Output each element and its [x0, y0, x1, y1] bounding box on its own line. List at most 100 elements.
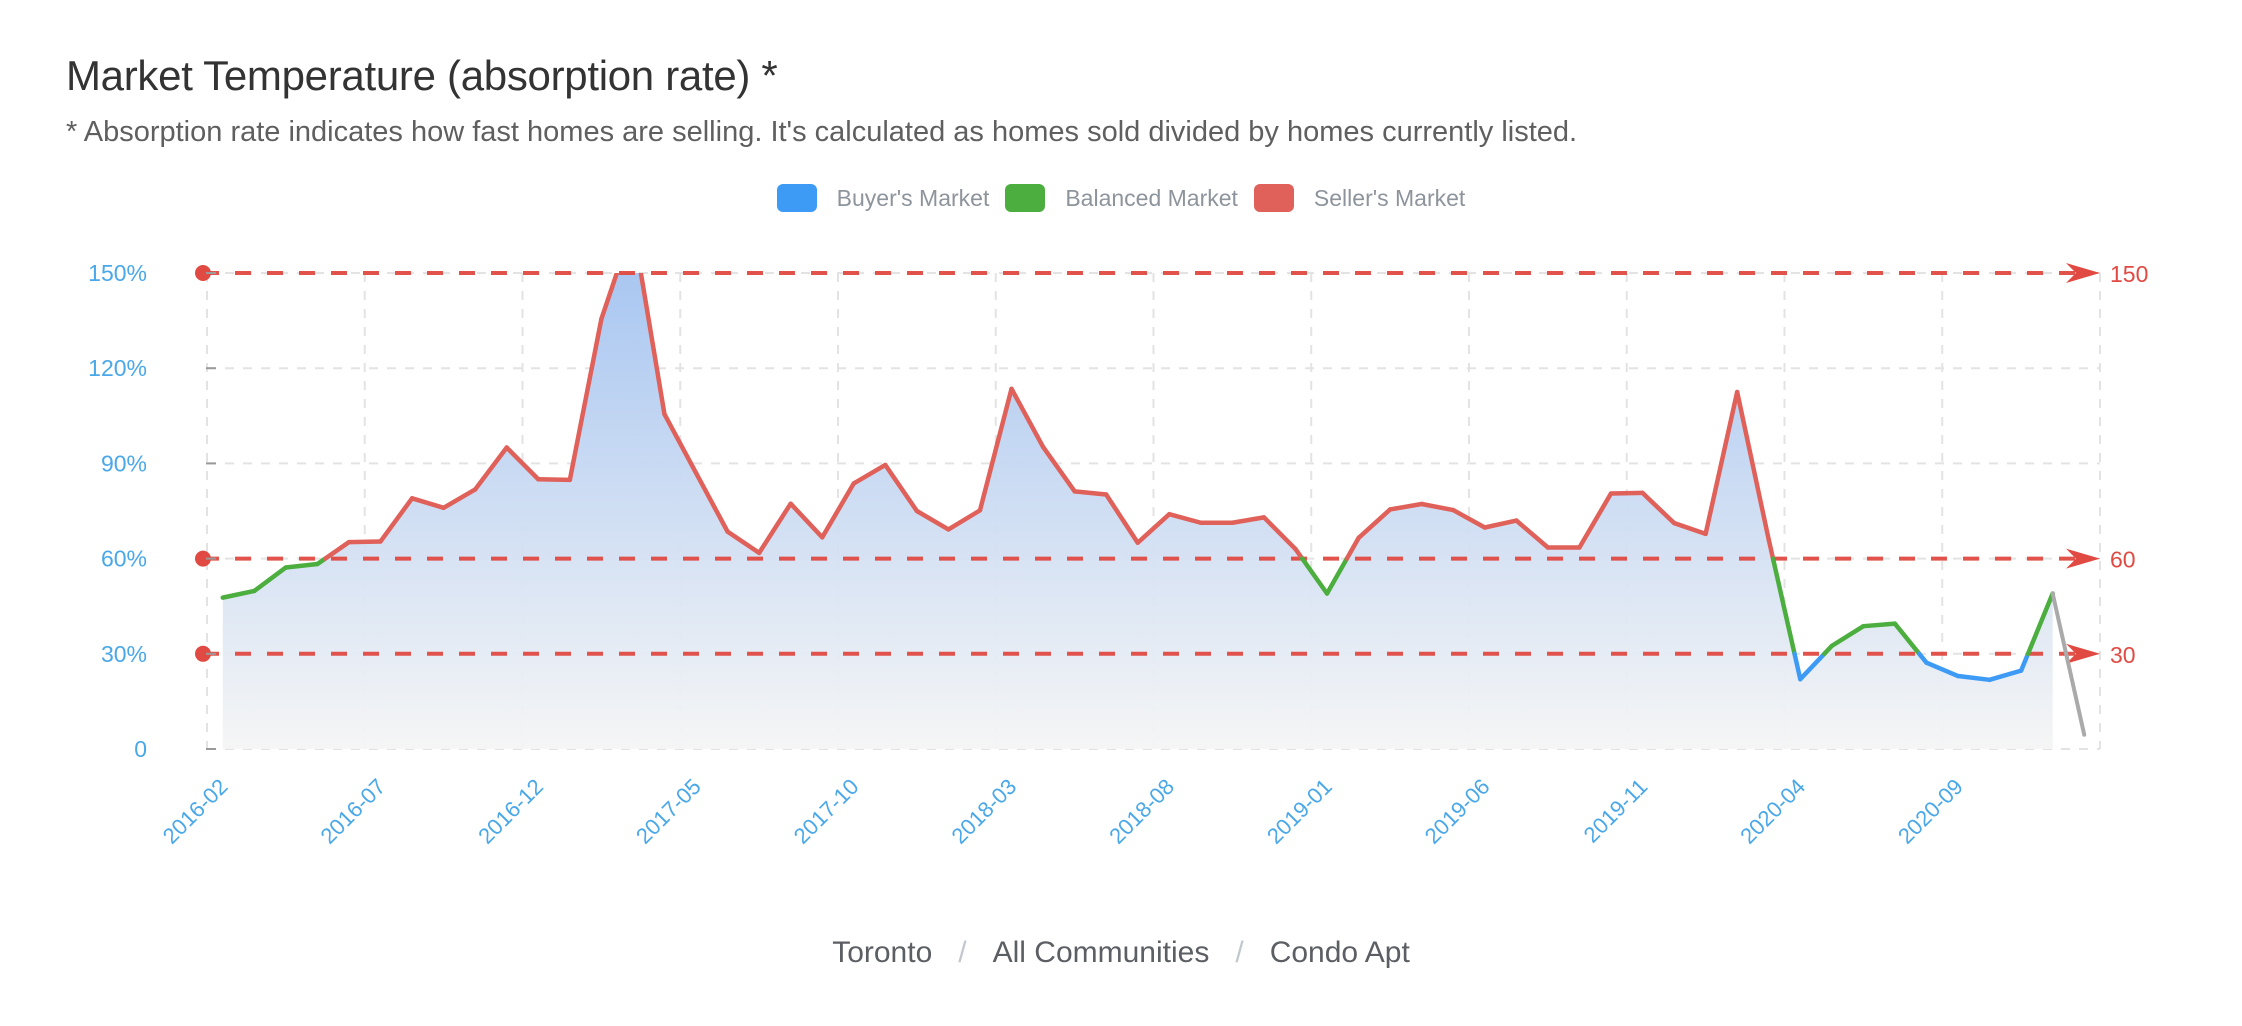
- series-segment: [2018, 651, 2031, 673]
- mark-lines: 150 60 30: [195, 261, 2148, 668]
- x-tick-label: 2018-03: [947, 774, 1022, 849]
- x-tick-label: 2019-06: [1420, 774, 1495, 849]
- series-segment: [1324, 556, 1350, 596]
- mark-line-start-dot: [195, 265, 211, 281]
- series-segment: [883, 462, 920, 514]
- y-tick-label: 90%: [101, 450, 147, 476]
- x-tick-label: 2020-09: [1893, 774, 1968, 849]
- series-segment: [1299, 556, 1330, 596]
- series-segment: [283, 561, 320, 570]
- legend-label-sellers: Seller's Market: [1313, 184, 1466, 211]
- breadcrumb-separator: /: [1235, 936, 1244, 969]
- y-tick-label: 150%: [88, 260, 147, 286]
- series-segment: [725, 529, 762, 556]
- legend-label-balanced: Balanced Market: [1065, 184, 1238, 211]
- mark-line-label: 30: [2110, 642, 2136, 668]
- mark-line-arrow-icon: [2066, 643, 2100, 664]
- series-segment: [1987, 668, 2024, 683]
- x-tick-label: 2018-08: [1104, 774, 1179, 849]
- area-fill: [222, 273, 2053, 749]
- series-segment: [1261, 515, 1298, 552]
- series-segment: [1861, 621, 1898, 629]
- series-segment: [1924, 660, 1961, 679]
- series-segment: [1230, 515, 1267, 525]
- series-segment: [472, 445, 509, 492]
- series-segment: [788, 501, 825, 540]
- mark-line-label: 150: [2110, 261, 2148, 287]
- series-segment-incomplete: [2050, 591, 2087, 737]
- mark-line-start-dot: [195, 550, 211, 567]
- series-segment: [1419, 501, 1456, 513]
- series-segment: [409, 496, 446, 511]
- series-segment: [1167, 511, 1204, 525]
- x-tick-label: 2016-12: [473, 774, 548, 849]
- x-tick-label: 2016-02: [158, 774, 233, 849]
- breadcrumb: Toronto / All Communities / Condo Apt: [0, 936, 2242, 970]
- series-segment: [567, 316, 604, 483]
- breadcrumb-community[interactable]: All Communities: [992, 936, 1210, 969]
- mark-line-label: 60: [2110, 547, 2136, 573]
- series-segment: [378, 496, 415, 544]
- series-segment: [2025, 591, 2055, 657]
- breadcrumb-property-type[interactable]: Condo Apt: [1269, 936, 1410, 969]
- series-line-layer: [220, 273, 2087, 737]
- series-segment: [599, 273, 620, 322]
- series-segment: [662, 411, 699, 476]
- y-axis: 0 30% 60% 90% 120% 150%: [88, 260, 216, 762]
- legend-label-buyers: Buyer's Market: [836, 184, 990, 211]
- mark-line-start-dot: [195, 645, 211, 662]
- series-segment: [1608, 490, 1645, 496]
- series-segment: [1792, 651, 1803, 682]
- legend-swatch-sellers: [1253, 184, 1294, 212]
- legend-item-sellers-market[interactable]: Seller's Market: [1253, 184, 1466, 212]
- legend-item-buyers-market[interactable]: Buyer's Market: [776, 184, 990, 212]
- series-segment: [914, 508, 951, 532]
- y-tick-label: 120%: [88, 355, 147, 381]
- chart-title: Market Temperature (absorption rate) *: [66, 52, 778, 99]
- series-segment: [1135, 511, 1172, 545]
- x-tick-label: 2017-10: [789, 774, 864, 849]
- series-segment: [1703, 389, 1740, 537]
- x-tick-label: 2016-07: [316, 774, 391, 849]
- series-segment: [1387, 501, 1424, 512]
- mark-line-arrow-icon: [2066, 548, 2100, 569]
- series-segment: [1072, 489, 1109, 497]
- series-segment: [1103, 492, 1140, 545]
- chart-subtitle: * Absorption rate indicates how fast hom…: [66, 116, 1578, 148]
- legend: Buyer's Market Balanced Market Seller's …: [0, 184, 2242, 212]
- series-segment: [756, 501, 793, 556]
- series-segment: [1356, 507, 1393, 541]
- series-segment: [536, 477, 573, 483]
- y-tick-label: 60%: [101, 546, 147, 572]
- y-tick-label: 30%: [101, 641, 147, 667]
- x-tick-label: 2020-04: [1735, 774, 1810, 849]
- series-segment: [441, 487, 478, 511]
- mark-line-arrow-icon: [2066, 263, 2100, 283]
- series-segment: [220, 588, 257, 600]
- breadcrumb-city[interactable]: Toronto: [832, 936, 933, 969]
- x-tick-label: 2019-01: [1262, 774, 1337, 849]
- series-segment: [1734, 389, 1771, 542]
- series-segment: [1482, 518, 1519, 530]
- series-segment: [1829, 623, 1866, 649]
- series-segment: [1671, 520, 1708, 537]
- series-segment: [1892, 621, 1922, 657]
- series-segment: [946, 508, 983, 532]
- series-segment: [819, 481, 857, 540]
- series-segment: [1640, 490, 1677, 526]
- series-segment: [693, 470, 730, 534]
- y-tick-label: 0: [134, 736, 147, 762]
- series-segment: [1577, 491, 1614, 550]
- series-segment: [1514, 518, 1551, 550]
- series-segment: [1955, 673, 1992, 683]
- area-fill-layer: [222, 273, 2053, 749]
- legend-item-balanced-market[interactable]: Balanced Market: [1005, 184, 1238, 212]
- series-segment: [1040, 444, 1077, 494]
- series-segment: [1770, 556, 1797, 657]
- series-segment: [346, 539, 383, 545]
- series-segment: [638, 273, 667, 417]
- x-tick-label: 2019-11: [1579, 774, 1653, 848]
- legend-swatch-balanced: [1005, 184, 1046, 212]
- series-segment: [851, 462, 888, 486]
